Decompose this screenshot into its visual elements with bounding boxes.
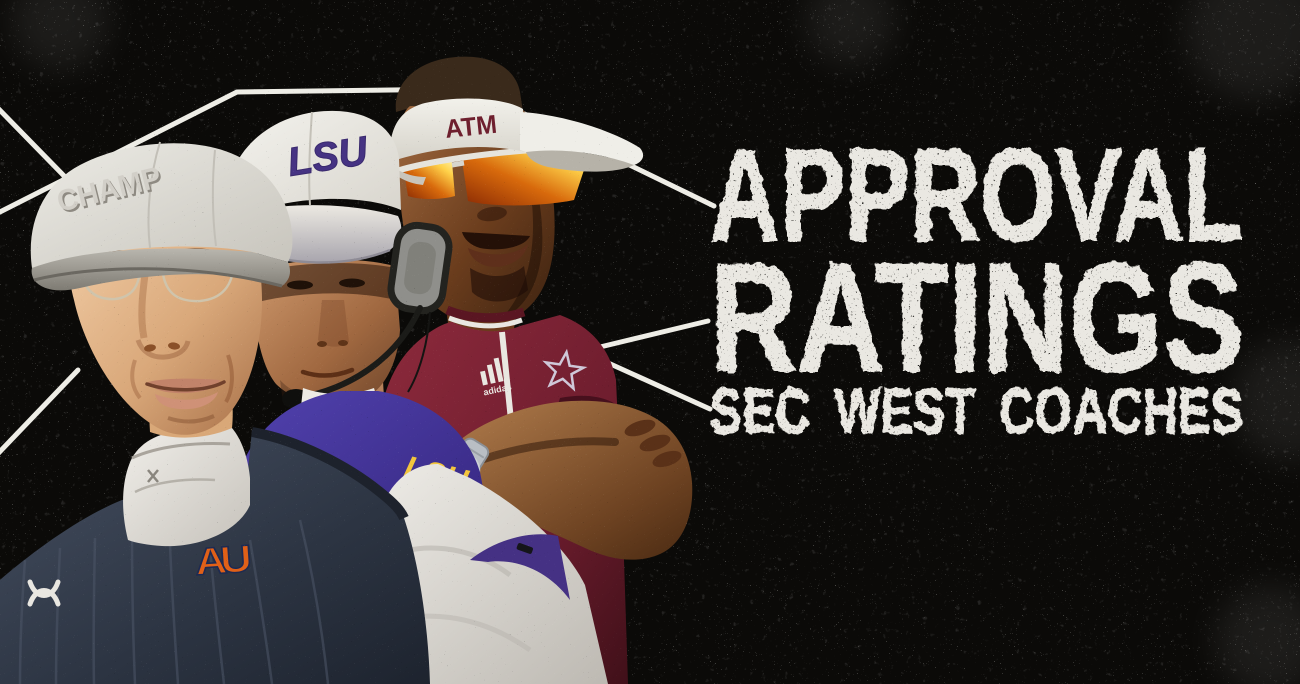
- approval-ratings-banner: ATM adidas: [0, 0, 1300, 684]
- banner-canvas: ATM adidas: [0, 0, 1300, 684]
- grunge-overlay-light: [0, 0, 1300, 684]
